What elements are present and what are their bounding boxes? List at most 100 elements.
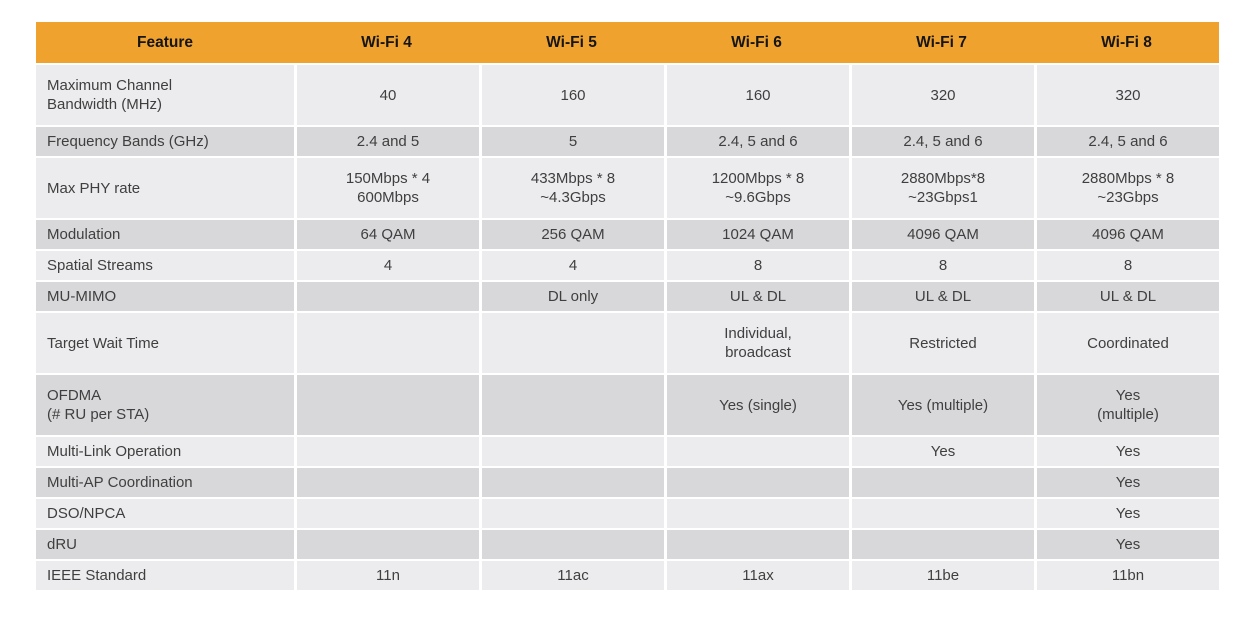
feature-cell: Modulation — [36, 218, 294, 249]
table-row: OFDMA (# RU per STA) Yes (single) Yes (mul… — [36, 373, 1219, 435]
value-cell — [294, 497, 479, 528]
value-cell — [479, 435, 664, 466]
value-cell — [849, 528, 1034, 559]
header-cell: Wi-Fi 7 — [849, 22, 1034, 65]
feature-cell: dRU — [36, 528, 294, 559]
value-cell — [294, 311, 479, 373]
value-cell: 4 — [479, 249, 664, 280]
value-cell — [849, 466, 1034, 497]
value-cell — [479, 311, 664, 373]
value-cell: 2.4, 5 and 6 — [849, 125, 1034, 156]
value-cell — [294, 280, 479, 311]
wifi-comparison-table: Feature Wi-Fi 4 Wi-Fi 5 Wi-Fi 6 Wi-Fi 7 Wi-Fi… — [36, 22, 1219, 590]
table-row: MU-MIMO DL only UL & DL UL & DL UL & DL — [36, 280, 1219, 311]
value-cell: Restricted — [849, 311, 1034, 373]
header-cell-feature: Feature — [36, 22, 294, 65]
value-cell: 2880Mbps * 8 ~23Gbps — [1034, 156, 1219, 218]
value-cell — [294, 435, 479, 466]
value-cell — [479, 373, 664, 435]
value-cell: 2.4, 5 and 6 — [664, 125, 849, 156]
value-cell: Yes — [1034, 435, 1219, 466]
table-row: Multi-Link Operation Yes Yes — [36, 435, 1219, 466]
value-cell — [294, 373, 479, 435]
value-cell: 1024 QAM — [664, 218, 849, 249]
feature-cell: Multi-AP Coordination — [36, 466, 294, 497]
value-cell: Individual, broadcast — [664, 311, 849, 373]
value-cell: 4 — [294, 249, 479, 280]
table-body: Maximum Channel Bandwidth (MHz) 40 160 160 3… — [36, 65, 1219, 590]
table-row: dRU Yes — [36, 528, 1219, 559]
value-cell: Yes — [1034, 497, 1219, 528]
table-row: IEEE Standard 11n 11ac 11ax 11be 11bn — [36, 559, 1219, 590]
value-cell: UL & DL — [1034, 280, 1219, 311]
value-cell — [664, 528, 849, 559]
value-cell: 160 — [664, 65, 849, 125]
value-cell: 256 QAM — [479, 218, 664, 249]
table-row: Spatial Streams 4 4 8 8 8 — [36, 249, 1219, 280]
header-cell: Wi-Fi 5 — [479, 22, 664, 65]
header-cell: Wi-Fi 6 — [664, 22, 849, 65]
value-cell — [849, 497, 1034, 528]
feature-cell: Target Wait Time — [36, 311, 294, 373]
value-cell: 4096 QAM — [1034, 218, 1219, 249]
header-row: Feature Wi-Fi 4 Wi-Fi 5 Wi-Fi 6 Wi-Fi 7 Wi-Fi… — [36, 22, 1219, 65]
value-cell: 160 — [479, 65, 664, 125]
table-row: Target Wait Time Individual, broadcast Res… — [36, 311, 1219, 373]
table-row: Maximum Channel Bandwidth (MHz) 40 160 160 3… — [36, 65, 1219, 125]
value-cell: Yes — [1034, 528, 1219, 559]
table-row: DSO/NPCA Yes — [36, 497, 1219, 528]
feature-cell: Maximum Channel Bandwidth (MHz) — [36, 65, 294, 125]
value-cell: Yes (multiple) — [1034, 373, 1219, 435]
value-cell: 11ac — [479, 559, 664, 590]
feature-cell: DSO/NPCA — [36, 497, 294, 528]
feature-cell: Max PHY rate — [36, 156, 294, 218]
feature-cell: OFDMA (# RU per STA) — [36, 373, 294, 435]
value-cell: 8 — [849, 249, 1034, 280]
value-cell: 11be — [849, 559, 1034, 590]
value-cell: UL & DL — [849, 280, 1034, 311]
table-header: Feature Wi-Fi 4 Wi-Fi 5 Wi-Fi 6 Wi-Fi 7 Wi-Fi… — [36, 22, 1219, 65]
value-cell: 150Mbps * 4 600Mbps — [294, 156, 479, 218]
feature-cell: IEEE Standard — [36, 559, 294, 590]
value-cell — [294, 466, 479, 497]
value-cell — [479, 466, 664, 497]
feature-cell: Multi-Link Operation — [36, 435, 294, 466]
value-cell: Yes — [849, 435, 1034, 466]
value-cell: 320 — [1034, 65, 1219, 125]
table-row: Multi-AP Coordination Yes — [36, 466, 1219, 497]
value-cell: UL & DL — [664, 280, 849, 311]
value-cell — [664, 435, 849, 466]
value-cell: 2.4, 5 and 6 — [1034, 125, 1219, 156]
table-row: Max PHY rate 150Mbps * 4 600Mbps 433Mbps *… — [36, 156, 1219, 218]
value-cell: DL only — [479, 280, 664, 311]
feature-cell: MU-MIMO — [36, 280, 294, 311]
value-cell: 11n — [294, 559, 479, 590]
value-cell: Yes (multiple) — [849, 373, 1034, 435]
value-cell — [479, 497, 664, 528]
value-cell: 2880Mbps*8 ~23Gbps1 — [849, 156, 1034, 218]
value-cell — [479, 528, 664, 559]
value-cell: Yes (single) — [664, 373, 849, 435]
value-cell: Coordinated — [1034, 311, 1219, 373]
value-cell: 5 — [479, 125, 664, 156]
feature-cell: Spatial Streams — [36, 249, 294, 280]
value-cell: 1200Mbps * 8 ~9.6Gbps — [664, 156, 849, 218]
value-cell: 433Mbps * 8 ~4.3Gbps — [479, 156, 664, 218]
value-cell: 2.4 and 5 — [294, 125, 479, 156]
table-row: Modulation 64 QAM 256 QAM 1024 QAM 4096 QAM 4… — [36, 218, 1219, 249]
value-cell: 8 — [664, 249, 849, 280]
value-cell: 11bn — [1034, 559, 1219, 590]
value-cell: Yes — [1034, 466, 1219, 497]
feature-cell: Frequency Bands (GHz) — [36, 125, 294, 156]
header-cell: Wi-Fi 8 — [1034, 22, 1219, 65]
value-cell: 64 QAM — [294, 218, 479, 249]
value-cell — [294, 528, 479, 559]
value-cell: 320 — [849, 65, 1034, 125]
value-cell — [664, 466, 849, 497]
value-cell: 4096 QAM — [849, 218, 1034, 249]
table-row: Frequency Bands (GHz) 2.4 and 5 5 2.4, 5 an… — [36, 125, 1219, 156]
value-cell — [664, 497, 849, 528]
value-cell: 11ax — [664, 559, 849, 590]
header-cell: Wi-Fi 4 — [294, 22, 479, 65]
